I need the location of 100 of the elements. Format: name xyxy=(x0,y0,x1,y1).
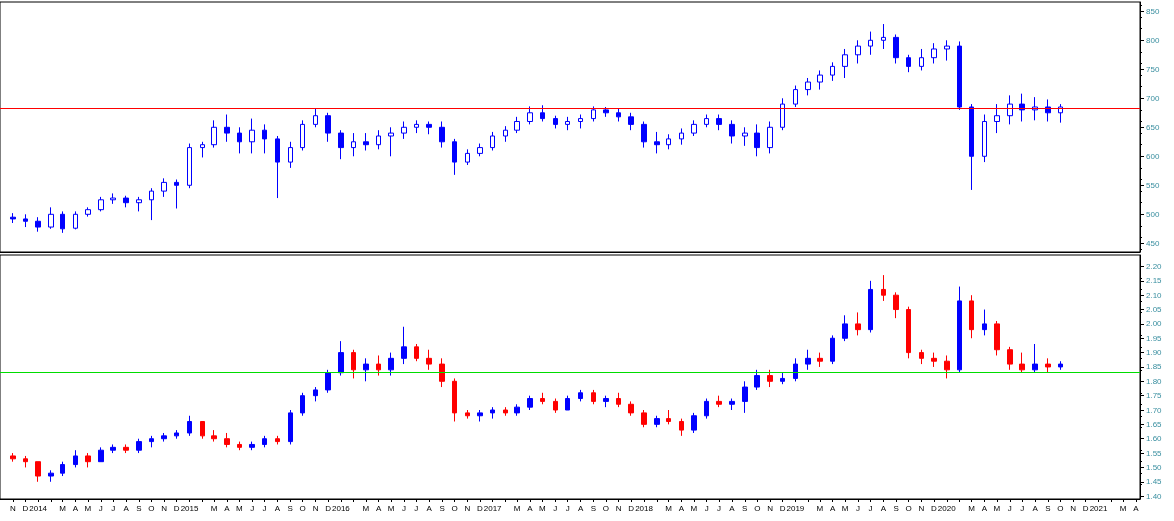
x-tick-label: M xyxy=(387,503,395,513)
candlestick xyxy=(262,123,267,154)
x-tick-label: M xyxy=(993,503,1001,513)
candlestick xyxy=(237,126,242,154)
x-tick-label: J xyxy=(1020,503,1025,513)
candlestick xyxy=(704,114,709,128)
candlestick xyxy=(881,23,886,50)
x-tick-label: S xyxy=(136,503,142,513)
x-tick-label: D xyxy=(325,503,332,513)
candlestick xyxy=(10,212,16,224)
x-tick-label: S xyxy=(742,503,748,513)
candlestick xyxy=(48,206,54,230)
candlestick xyxy=(414,343,419,362)
candlestick xyxy=(262,435,267,448)
x-tick-label: D xyxy=(779,503,786,513)
candlestick xyxy=(1058,360,1063,371)
candlestick xyxy=(110,443,116,454)
candlestick xyxy=(275,135,280,199)
candlestick xyxy=(994,103,1000,134)
x-tick-label: J xyxy=(250,503,255,513)
candlestick xyxy=(10,452,16,463)
x-tick-label: J xyxy=(98,503,103,513)
x-tick-label: A xyxy=(830,503,837,513)
candlestick xyxy=(363,357,369,382)
candlestick xyxy=(325,369,331,394)
candlestick xyxy=(477,409,483,422)
candlestick xyxy=(729,398,735,411)
x-tick-label: M xyxy=(1119,503,1127,513)
y-tick-label: 500 xyxy=(1146,209,1160,219)
candlestick xyxy=(591,389,596,405)
candlestick xyxy=(982,309,987,336)
candlestick xyxy=(452,138,457,176)
candlestick xyxy=(666,409,671,425)
y-tick-label: 2.10 xyxy=(1146,290,1163,300)
x-tick-label: M xyxy=(235,503,243,513)
candlestick xyxy=(830,61,835,82)
x-tick-label: O xyxy=(602,503,609,513)
y-tick-label: 550 xyxy=(1146,180,1160,190)
candlestick xyxy=(60,210,65,234)
candlestick xyxy=(514,403,520,417)
candlestick xyxy=(439,357,445,388)
x-tick-label: A xyxy=(678,503,685,513)
candlestick xyxy=(174,429,179,440)
candlestick xyxy=(805,77,811,96)
x-tick-label: J xyxy=(868,503,873,513)
candlestick xyxy=(919,349,924,365)
candlestick xyxy=(603,395,609,408)
candlestick xyxy=(969,103,974,191)
y-tick-label: 600 xyxy=(1146,151,1160,161)
candlestick xyxy=(805,349,811,371)
x-tick-label: O xyxy=(299,503,306,513)
candlestick xyxy=(868,31,873,56)
candlestick xyxy=(994,320,1000,356)
x-tick-label: A xyxy=(426,503,433,513)
candlestick xyxy=(1045,357,1051,374)
x-tick-label: 2016 xyxy=(331,503,351,513)
candlestick xyxy=(793,357,798,382)
candlestick xyxy=(174,178,179,209)
x-tick-label: O xyxy=(754,503,761,513)
candlestick xyxy=(780,372,785,385)
candlestick xyxy=(224,432,230,448)
candlestick xyxy=(754,369,760,391)
candlestick xyxy=(388,352,394,377)
y-tick-label: 1.55 xyxy=(1146,448,1163,458)
candlestick xyxy=(60,461,65,477)
candlestick xyxy=(73,210,78,230)
candlestick xyxy=(654,131,660,154)
x-tick-label: J xyxy=(704,503,709,513)
x-tick-label: M xyxy=(816,503,824,513)
x-tick-label: 2017 xyxy=(483,503,503,513)
candlestick xyxy=(842,314,848,342)
x-tick-label: J xyxy=(717,503,722,513)
candlestick xyxy=(628,400,634,417)
candlestick xyxy=(136,196,142,212)
y-tick-label: 750 xyxy=(1146,64,1160,74)
x-tick-label: M xyxy=(362,503,370,513)
x-tick-label: M xyxy=(539,503,547,513)
candlestick xyxy=(641,120,647,149)
candlestick xyxy=(603,106,609,118)
candlestick xyxy=(338,340,344,377)
x-tick-label: A xyxy=(224,503,231,513)
candlestick xyxy=(490,131,495,151)
candlestick xyxy=(300,119,305,151)
x-tick-label: A xyxy=(123,503,130,513)
x-tick-label: J xyxy=(1007,503,1012,513)
candlestick xyxy=(200,420,205,440)
x-tick-label: A xyxy=(274,503,281,513)
candlestick xyxy=(931,42,937,64)
candlestick xyxy=(249,118,255,154)
y-tick-label: 2.05 xyxy=(1146,305,1163,315)
x-tick-label: D xyxy=(22,503,29,513)
x-tick-label: 2014 xyxy=(29,503,48,513)
candlestick xyxy=(527,395,533,411)
candlestick xyxy=(742,380,748,414)
candlestick xyxy=(48,469,54,483)
y-tick-label: 850 xyxy=(1146,6,1160,16)
candlestick xyxy=(616,108,621,122)
candlestick xyxy=(754,123,760,157)
x-tick-label: N xyxy=(464,503,471,513)
x-tick-label: A xyxy=(981,503,988,513)
